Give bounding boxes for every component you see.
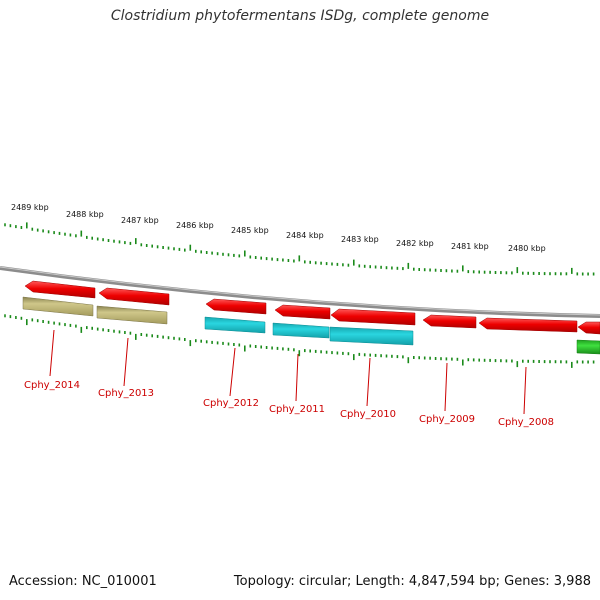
scale-label: 2482 kbp (396, 239, 434, 248)
leader-line (295, 353, 299, 402)
cds-features-red (24, 280, 600, 335)
scale-label: 2487 kbp (121, 216, 159, 225)
cyan-block[interactable] (329, 326, 414, 346)
accession-text: Accession: NC_010001 (9, 574, 157, 589)
cds-arrow[interactable] (24, 280, 96, 299)
leader-line (229, 347, 236, 397)
scale-label: 2486 kbp (176, 221, 214, 230)
leader-line (123, 337, 129, 387)
cds-arrow[interactable] (205, 298, 267, 315)
scale-label: 2480 kbp (508, 244, 546, 253)
scale-label: 2481 kbp (451, 242, 489, 251)
scale-label: 2484 kbp (286, 231, 324, 240)
genome-backbone (0, 266, 600, 318)
scale-label: 2485 kbp (231, 226, 269, 235)
gene-label[interactable]: Cphy_2014 (24, 380, 80, 391)
gene-label[interactable]: Cphy_2008 (498, 417, 554, 428)
cds-arrow[interactable] (422, 314, 477, 329)
cyan-block[interactable] (204, 316, 266, 334)
olive-block[interactable] (96, 305, 168, 325)
map-title: Clostridium phytofermentans ISDg, comple… (110, 8, 490, 24)
green-block[interactable] (576, 339, 600, 355)
leader-line (366, 357, 371, 407)
scale-labels: 2489 kbp 2488 kbp 2487 kbp 2486 kbp 2485… (11, 203, 546, 253)
cds-arrow[interactable] (577, 321, 600, 335)
scale-track (4, 222, 595, 276)
gene-label[interactable]: Cphy_2013 (98, 388, 154, 399)
cds-arrow[interactable] (478, 317, 578, 333)
inner-scale-track (4, 314, 595, 368)
leader-line (523, 366, 527, 415)
leader-line (49, 329, 55, 377)
gene-label-leaders (49, 329, 527, 415)
genome-summary-text: Topology: circular; Length: 4,847,594 bp… (233, 574, 591, 589)
cds-arrow[interactable] (330, 308, 416, 326)
gene-label[interactable]: Cphy_2009 (419, 414, 475, 425)
scale-label: 2483 kbp (341, 235, 379, 244)
cds-arrow[interactable] (98, 287, 170, 306)
cyan-block[interactable] (272, 322, 330, 339)
genome-backbone-highlight (0, 266, 600, 316)
cds-arrow[interactable] (274, 304, 331, 320)
scale-label: 2489 kbp (11, 203, 49, 212)
gene-labels: Cphy_2014 Cphy_2013 Cphy_2012 Cphy_2011 … (24, 380, 554, 428)
gene-label[interactable]: Cphy_2010 (340, 409, 396, 420)
gene-label[interactable]: Cphy_2011 (269, 404, 325, 415)
scale-label: 2488 kbp (66, 210, 104, 219)
feature-blocks (22, 296, 600, 355)
gene-label[interactable]: Cphy_2012 (203, 398, 259, 409)
olive-block[interactable] (22, 296, 94, 317)
leader-line (444, 362, 448, 412)
